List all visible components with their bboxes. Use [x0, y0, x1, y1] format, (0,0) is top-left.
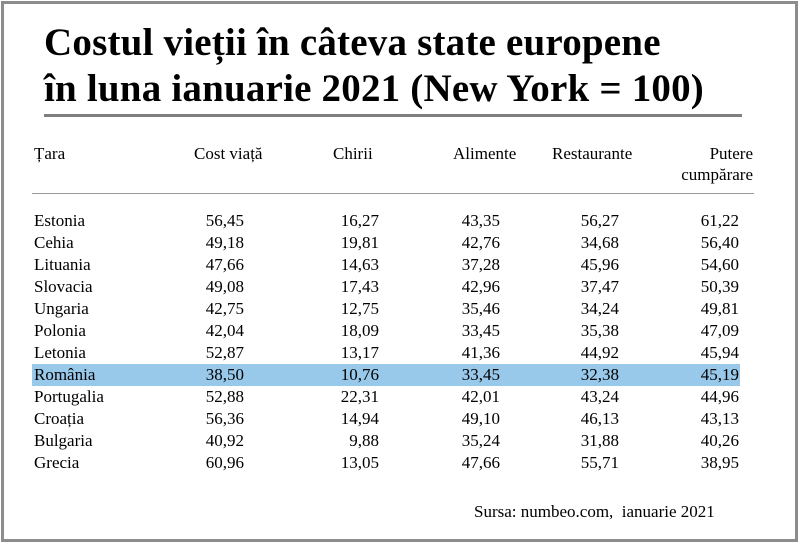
header-divider: [32, 193, 754, 194]
cell-cost: 40,92: [205, 431, 244, 450]
header-power: Putere cumpărare: [652, 143, 753, 185]
header-country: Țara: [34, 144, 66, 163]
cell-power: 45,94: [700, 343, 739, 362]
table-row: Portugalia 52,88 22,31 42,01 43,24 44,96: [32, 386, 740, 408]
cell-country: Bulgaria: [34, 431, 93, 450]
cell-restaurants: 31,88: [580, 431, 619, 450]
cell-power: 47,09: [700, 321, 739, 340]
cell-cost: 42,04: [205, 321, 244, 340]
cell-rent: 14,63: [340, 255, 379, 274]
table-row: Polonia 42,04 18,09 33,45 35,38 47,09: [32, 320, 740, 342]
cell-cost: 56,36: [205, 409, 244, 428]
cell-food: 42,01: [461, 387, 500, 406]
cell-country: Portugalia: [34, 387, 104, 406]
cell-power: 61,22: [700, 211, 739, 230]
header-restaurants: Restaurante: [552, 144, 633, 163]
cell-restaurants: 43,24: [580, 387, 619, 406]
cell-food: 35,24: [461, 431, 500, 450]
cell-country: Cehia: [34, 233, 74, 252]
cell-rent: 13,17: [340, 343, 379, 362]
cell-power: 49,81: [700, 299, 739, 318]
table-row: Bulgaria 40,92 9,88 35,24 31,88 40,26: [32, 430, 740, 452]
table-row: Cehia 49,18 19,81 42,76 34,68 56,40: [32, 232, 740, 254]
table-row: Grecia 60,96 13,05 47,66 55,71 38,95: [32, 452, 740, 474]
cell-restaurants: 56,27: [580, 211, 619, 230]
cell-rent: 18,09: [340, 321, 379, 340]
header-power-line2: cumpărare: [681, 165, 753, 184]
cell-country: Slovacia: [34, 277, 93, 296]
cell-country: Grecia: [34, 453, 80, 472]
cell-cost: 49,18: [205, 233, 244, 252]
cell-cost: 60,96: [205, 453, 244, 472]
cell-food: 33,45: [461, 365, 500, 384]
table-row: Ungaria 42,75 12,75 35,46 34,24 49,81: [32, 298, 740, 320]
cell-rent: 13,05: [340, 453, 379, 472]
cell-food: 47,66: [461, 453, 500, 472]
cell-cost: 52,87: [205, 343, 244, 362]
cell-country: Estonia: [34, 211, 85, 230]
cell-power: 45,19: [700, 365, 739, 384]
cell-restaurants: 35,38: [580, 321, 619, 340]
cell-restaurants: 44,92: [580, 343, 619, 362]
cell-cost: 49,08: [205, 277, 244, 296]
cell-power: 50,39: [700, 277, 739, 296]
cell-rent: 12,75: [340, 299, 379, 318]
cell-country: Polonia: [34, 321, 86, 340]
cell-rent: 16,27: [340, 211, 379, 230]
cell-food: 43,35: [461, 211, 500, 230]
table-row: Croația 56,36 14,94 49,10 46,13 43,13: [32, 408, 740, 430]
cell-power: 44,96: [700, 387, 739, 406]
title-line-2: în luna ianuarie 2021 (New York = 100): [44, 67, 704, 110]
cell-food: 33,45: [461, 321, 500, 340]
cell-rent: 14,94: [340, 409, 379, 428]
cell-country: România: [34, 365, 96, 384]
cell-food: 37,28: [461, 255, 500, 274]
cell-food: 42,76: [461, 233, 500, 252]
header-food: Alimente: [453, 144, 517, 163]
cell-power: 40,26: [700, 431, 739, 450]
cell-restaurants: 37,47: [580, 277, 619, 296]
cell-restaurants: 55,71: [580, 453, 619, 472]
table-row: Lituania 47,66 14,63 37,28 45,96 54,60: [32, 254, 740, 276]
cell-power: 54,60: [700, 255, 739, 274]
header-rent: Chirii: [333, 144, 373, 163]
cell-power: 38,95: [700, 453, 739, 472]
table-row: România 38,50 10,76 33,45 32,38 45,19: [32, 364, 740, 386]
source-note: Sursa: numbeo.com, ianuarie 2021: [474, 502, 715, 521]
cell-country: Ungaria: [34, 299, 89, 318]
cell-rent: 9,88: [349, 431, 379, 450]
cell-food: 42,96: [461, 277, 500, 296]
cell-country: Lituania: [34, 255, 91, 274]
title-line-1: Costul vieții în câteva state europene: [44, 21, 661, 64]
cell-rent: 19,81: [340, 233, 379, 252]
cell-power: 43,13: [700, 409, 739, 428]
cell-food: 49,10: [461, 409, 500, 428]
cell-cost: 56,45: [205, 211, 244, 230]
cell-cost: 38,50: [205, 365, 244, 384]
cell-cost: 42,75: [205, 299, 244, 318]
cell-rent: 10,76: [340, 365, 379, 384]
cell-country: Letonia: [34, 343, 86, 362]
cell-rent: 17,43: [340, 277, 379, 296]
header-cost: Cost viață: [194, 144, 263, 163]
table-row: Estonia 56,45 16,27 43,35 56,27 61,22: [32, 210, 740, 232]
cell-cost: 47,66: [205, 255, 244, 274]
cell-restaurants: 34,68: [580, 233, 619, 252]
table-row: Letonia 52,87 13,17 41,36 44,92 45,94: [32, 342, 740, 364]
table-row: Slovacia 49,08 17,43 42,96 37,47 50,39: [32, 276, 740, 298]
cell-country: Croația: [34, 409, 85, 428]
cell-restaurants: 46,13: [580, 409, 619, 428]
page-title: Costul vieții în câteva state europene î…: [44, 20, 704, 112]
cell-food: 41,36: [461, 343, 500, 362]
cell-power: 56,40: [700, 233, 739, 252]
cell-restaurants: 34,24: [580, 299, 619, 318]
cell-rent: 22,31: [340, 387, 379, 406]
title-underline: [44, 114, 742, 117]
cell-cost: 52,88: [205, 387, 244, 406]
cell-restaurants: 45,96: [580, 255, 619, 274]
header-power-line1: Putere: [709, 144, 753, 163]
cell-restaurants: 32,38: [580, 365, 619, 384]
cell-food: 35,46: [461, 299, 500, 318]
